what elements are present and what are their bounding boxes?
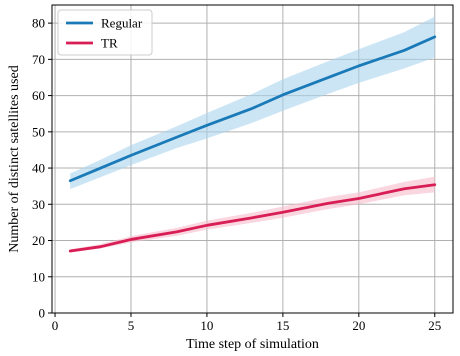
y-tick-label: 40 [32, 161, 45, 176]
legend: Regular TR [57, 9, 153, 56]
x-tick-label: 5 [128, 318, 135, 333]
band-regular [70, 16, 435, 190]
x-tick-label: 0 [52, 318, 59, 333]
axis-ticks: 0 5 10 15 20 25 0 10 20 30 40 50 60 70 80 [32, 16, 441, 333]
y-tick-label: 60 [32, 88, 45, 103]
y-tick-label: 80 [32, 16, 45, 31]
x-tick-label: 10 [200, 318, 213, 333]
line-tr [68, 183, 437, 253]
x-tick-label: 25 [428, 318, 441, 333]
y-tick-label: 70 [32, 52, 45, 67]
y-tick-label: 30 [32, 197, 45, 212]
y-tick-label: 0 [39, 306, 46, 321]
plot-frame [51, 4, 454, 314]
x-tick-label: 20 [352, 318, 365, 333]
y-tick-label: 10 [32, 269, 45, 284]
y-tick-label: 20 [32, 233, 45, 248]
y-axis-label: Number of distinct satellites used [7, 65, 22, 252]
x-tick-label: 15 [276, 318, 289, 333]
y-tick-label: 50 [32, 124, 45, 139]
x-axis-label: Time step of simulation [186, 337, 319, 352]
line-regular [68, 35, 437, 183]
legend-label: TR [101, 36, 118, 51]
legend-label: Regular [101, 16, 143, 31]
series-lines [68, 35, 437, 253]
